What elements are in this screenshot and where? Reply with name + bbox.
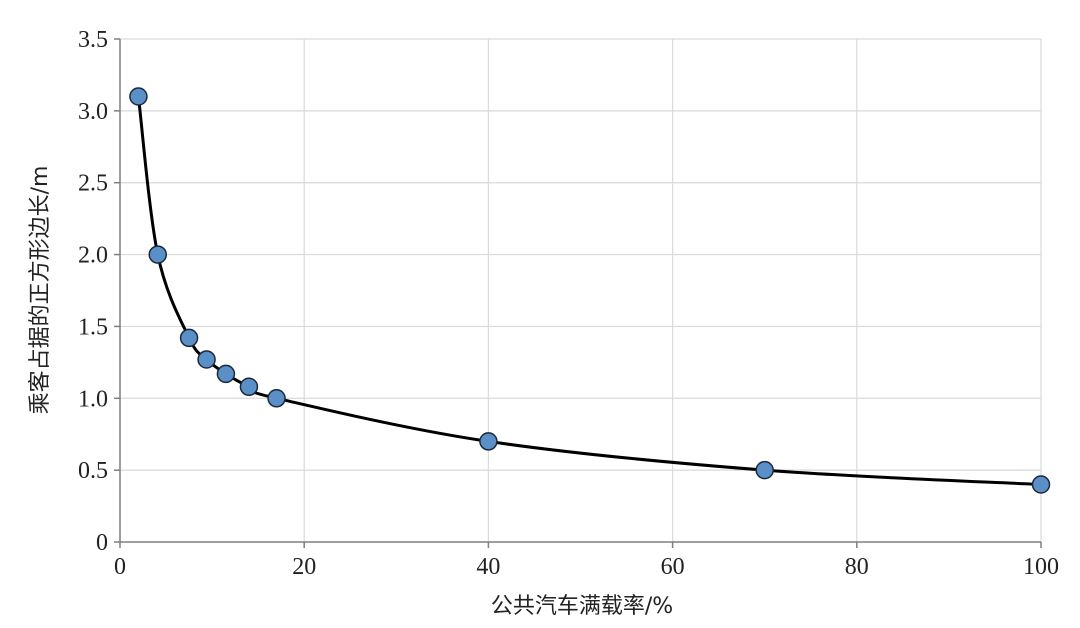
y-tick-label: 3.0 xyxy=(78,99,108,125)
y-tick-label: 1.0 xyxy=(78,386,108,412)
x-tick-label: 60 xyxy=(661,554,685,580)
x-tick-label: 0 xyxy=(114,554,126,580)
axes xyxy=(114,38,1042,548)
data-point xyxy=(1031,475,1051,494)
data-point xyxy=(197,350,216,369)
data-point xyxy=(179,328,199,348)
data-point xyxy=(479,432,498,451)
data-point xyxy=(239,377,259,397)
data-point xyxy=(267,389,286,408)
series-line xyxy=(136,96,1042,487)
tick-labels: 0 0.5 1.0 1.5 2.0 2.5 3.0 3.5 0 20 40 60 80 100 xyxy=(78,27,1059,580)
x-tick-label: 100 xyxy=(1023,554,1059,580)
y-tick-label: 3.5 xyxy=(78,27,108,53)
y-axis-title: 乘客占据的正方形边长/m xyxy=(28,166,53,415)
grid xyxy=(120,38,1042,542)
y-tick-label: 2.0 xyxy=(78,243,108,269)
data-point xyxy=(216,364,236,384)
y-tick-label: 1.5 xyxy=(78,314,108,340)
y-tick-label: 2.5 xyxy=(78,171,108,197)
x-axis-title: 公共汽车满载率/% xyxy=(491,594,673,619)
x-tick-label: 20 xyxy=(292,554,316,580)
x-tick-label: 40 xyxy=(476,554,500,580)
series xyxy=(129,87,1051,494)
y-tick-label: 0.5 xyxy=(78,458,108,484)
x-tick-label: 80 xyxy=(845,554,869,580)
data-point xyxy=(148,245,168,264)
data-point xyxy=(755,460,774,480)
data-point xyxy=(129,87,148,106)
y-tick-label: 0 xyxy=(96,530,108,556)
